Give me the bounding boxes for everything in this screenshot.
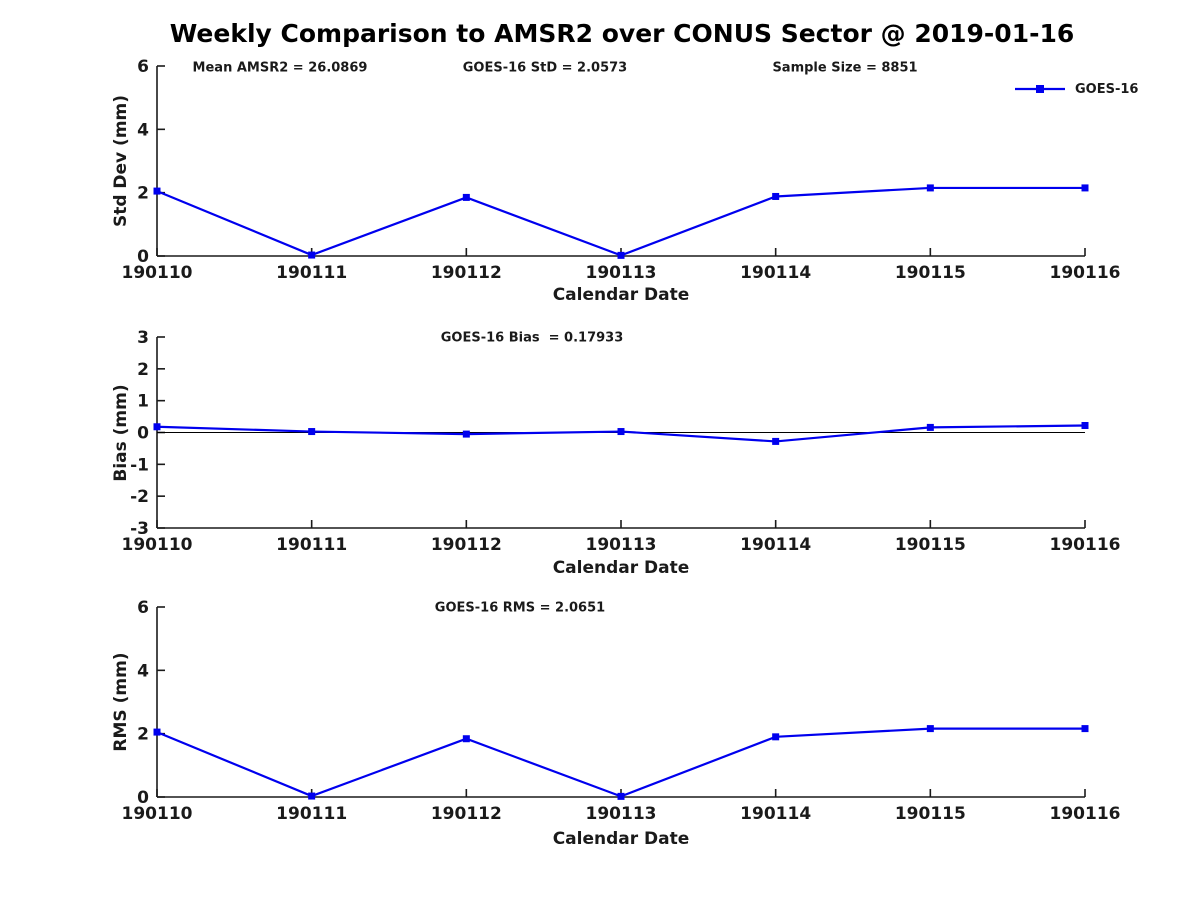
x-tick-label: 190116 <box>1050 263 1121 283</box>
x-tick-label: 190110 <box>122 535 193 555</box>
y-tick-label: 1 <box>137 392 149 412</box>
data-point-marker <box>926 725 934 733</box>
data-point-marker <box>617 251 625 259</box>
data-point-marker <box>772 192 780 200</box>
x-tick-label: 190111 <box>276 263 347 283</box>
x-tick-label: 190115 <box>895 263 966 283</box>
x-tick-label: 190116 <box>1050 535 1121 555</box>
y-axis-label-bias: Bias (mm) <box>111 384 131 482</box>
data-point-marker <box>308 428 316 436</box>
y-tick-label: 4 <box>137 661 149 681</box>
x-tick-label: 190112 <box>431 535 502 555</box>
data-point-marker <box>1081 421 1089 429</box>
annotation-goes16-bias: GOES-16 Bias = 0.17933 <box>440 330 624 346</box>
x-axis-label-calendar-date-3: Calendar Date <box>552 829 690 849</box>
annotation-goes16-std: GOES-16 StD = 2.0573 <box>462 60 628 76</box>
data-point-marker <box>153 423 161 431</box>
x-tick-label: 190115 <box>895 804 966 824</box>
y-tick-label: 6 <box>137 598 149 618</box>
y-tick-label: -2 <box>130 487 149 507</box>
y-tick-label: 0 <box>137 424 149 444</box>
data-point-marker <box>153 187 161 195</box>
x-tick-label: 190114 <box>740 263 811 283</box>
data-line <box>156 727 1085 798</box>
y-tick-label: 2 <box>137 725 149 745</box>
y-tick-label: 3 <box>137 328 149 348</box>
data-point-marker <box>1081 725 1089 733</box>
annotation-goes16-rms: GOES-16 RMS = 2.0651 <box>434 600 606 616</box>
data-point-marker <box>617 428 625 436</box>
y-tick-label: 2 <box>137 184 149 204</box>
x-tick-label: 190113 <box>586 804 657 824</box>
x-tick-label: 190113 <box>586 263 657 283</box>
data-point-marker <box>926 423 934 431</box>
x-tick-label: 190113 <box>586 535 657 555</box>
data-point-marker <box>308 251 316 259</box>
data-point-marker <box>462 193 470 201</box>
y-axis-label-rms: RMS (mm) <box>111 652 131 752</box>
data-point-marker <box>462 735 470 743</box>
legend-label: GOES-16 <box>1075 81 1139 97</box>
x-tick-label: 190112 <box>431 804 502 824</box>
y-tick-label: 6 <box>137 57 149 77</box>
data-point-marker <box>308 792 316 800</box>
y-tick-label: -1 <box>130 455 149 475</box>
data-point-marker <box>462 430 470 438</box>
data-point-marker <box>153 728 161 736</box>
x-tick-label: 190114 <box>740 535 811 555</box>
x-axis-label-calendar-date-2: Calendar Date <box>552 558 690 578</box>
y-tick-label: 0 <box>137 247 149 267</box>
legend: GOES-16 <box>1015 81 1138 97</box>
data-point-marker <box>772 437 780 445</box>
y-tick-label: 4 <box>137 120 149 140</box>
legend-line-marker-icon <box>1015 85 1065 93</box>
x-tick-label: 190111 <box>276 804 347 824</box>
x-tick-label: 190116 <box>1050 804 1121 824</box>
x-tick-label: 190110 <box>122 804 193 824</box>
x-tick-label: 190114 <box>740 804 811 824</box>
x-tick-label: 190115 <box>895 535 966 555</box>
data-line <box>156 186 1085 257</box>
y-tick-label: -3 <box>130 519 149 539</box>
y-tick-label: 2 <box>137 360 149 380</box>
data-point-marker <box>772 733 780 741</box>
y-tick-label: 0 <box>137 788 149 808</box>
y-axis-label-std-dev: Std Dev (mm) <box>111 94 131 228</box>
x-axis-label-calendar-date-1: Calendar Date <box>552 285 690 305</box>
data-point-marker <box>617 792 625 800</box>
data-point-marker <box>926 184 934 192</box>
x-tick-label: 190112 <box>431 263 502 283</box>
x-tick-label: 190110 <box>122 263 193 283</box>
x-tick-label: 190111 <box>276 535 347 555</box>
data-point-marker <box>1081 184 1089 192</box>
annotation-sample-size: Sample Size = 8851 <box>772 60 918 76</box>
figure-title: Weekly Comparison to AMSR2 over CONUS Se… <box>169 19 1075 48</box>
annotation-mean-amsr2: Mean AMSR2 = 26.0869 <box>192 60 368 76</box>
